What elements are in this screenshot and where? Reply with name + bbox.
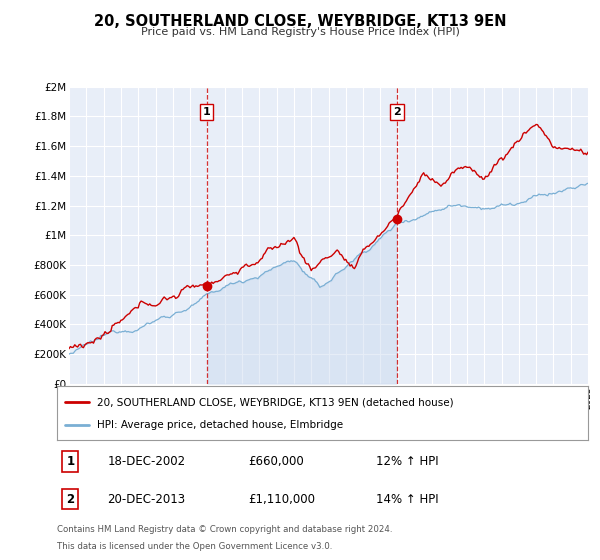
Text: £1,110,000: £1,110,000 — [248, 493, 315, 506]
Text: 20, SOUTHERLAND CLOSE, WEYBRIDGE, KT13 9EN: 20, SOUTHERLAND CLOSE, WEYBRIDGE, KT13 9… — [94, 14, 506, 29]
Text: 20-DEC-2013: 20-DEC-2013 — [107, 493, 185, 506]
Text: 12% ↑ HPI: 12% ↑ HPI — [376, 455, 438, 468]
Text: Contains HM Land Registry data © Crown copyright and database right 2024.: Contains HM Land Registry data © Crown c… — [57, 525, 392, 534]
Text: £660,000: £660,000 — [248, 455, 304, 468]
Text: 20, SOUTHERLAND CLOSE, WEYBRIDGE, KT13 9EN (detached house): 20, SOUTHERLAND CLOSE, WEYBRIDGE, KT13 9… — [97, 398, 454, 407]
Text: 1: 1 — [203, 107, 211, 117]
Text: Price paid vs. HM Land Registry's House Price Index (HPI): Price paid vs. HM Land Registry's House … — [140, 27, 460, 37]
Text: HPI: Average price, detached house, Elmbridge: HPI: Average price, detached house, Elmb… — [97, 419, 343, 430]
Text: 2: 2 — [393, 107, 401, 117]
Text: 18-DEC-2002: 18-DEC-2002 — [107, 455, 185, 468]
Text: This data is licensed under the Open Government Licence v3.0.: This data is licensed under the Open Gov… — [57, 542, 332, 551]
Text: 14% ↑ HPI: 14% ↑ HPI — [376, 493, 438, 506]
Text: 1: 1 — [66, 455, 74, 468]
Text: 2: 2 — [66, 493, 74, 506]
